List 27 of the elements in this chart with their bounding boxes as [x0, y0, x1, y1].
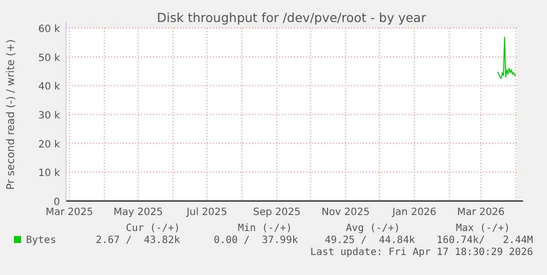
- legend-label: Bytes: [26, 235, 56, 246]
- text: 49.25 / 44.84k: [324, 235, 415, 246]
- y-tick-label: 10 k: [38, 168, 60, 180]
- y-tick-label: 50 k: [38, 52, 60, 64]
- x-tick-label: Nov 2025: [322, 207, 370, 218]
- text: Cur (-/+): [126, 223, 180, 234]
- y-axis-title: Pr second read (-) / write (+): [5, 39, 17, 190]
- text: Last update: Fri Apr 17 18:30:29 2026: [310, 247, 533, 258]
- x-tick-label: May 2025: [114, 207, 163, 218]
- x-tick-label: Mar 2026: [457, 207, 505, 218]
- text: 2.67 / 43.82k: [96, 235, 180, 246]
- text: Avg (-/+): [346, 223, 400, 234]
- x-tick-label: Jan 2026: [391, 207, 436, 218]
- y-tick-label: 0: [54, 197, 60, 208]
- text: 0.00 / 37.99k: [214, 235, 298, 246]
- y-tick-label: 60 k: [38, 24, 60, 35]
- y-tick-label: 20 k: [38, 139, 60, 150]
- x-tick-label: Jul 2025: [186, 207, 228, 218]
- line-series: [497, 36, 516, 79]
- y-tick-label: 30 k: [38, 110, 60, 122]
- text: Min (-/+): [238, 223, 292, 234]
- x-tick-label: Mar 2025: [46, 207, 94, 218]
- text: 160.74k/ 2.44M: [436, 235, 533, 246]
- x-tick-label: Sep 2025: [253, 207, 301, 218]
- y-tick-label: 40 k: [38, 82, 60, 93]
- chart-title: Disk throughput for /dev/pve/root - by year: [156, 10, 427, 25]
- text: Max (-/+): [456, 223, 510, 234]
